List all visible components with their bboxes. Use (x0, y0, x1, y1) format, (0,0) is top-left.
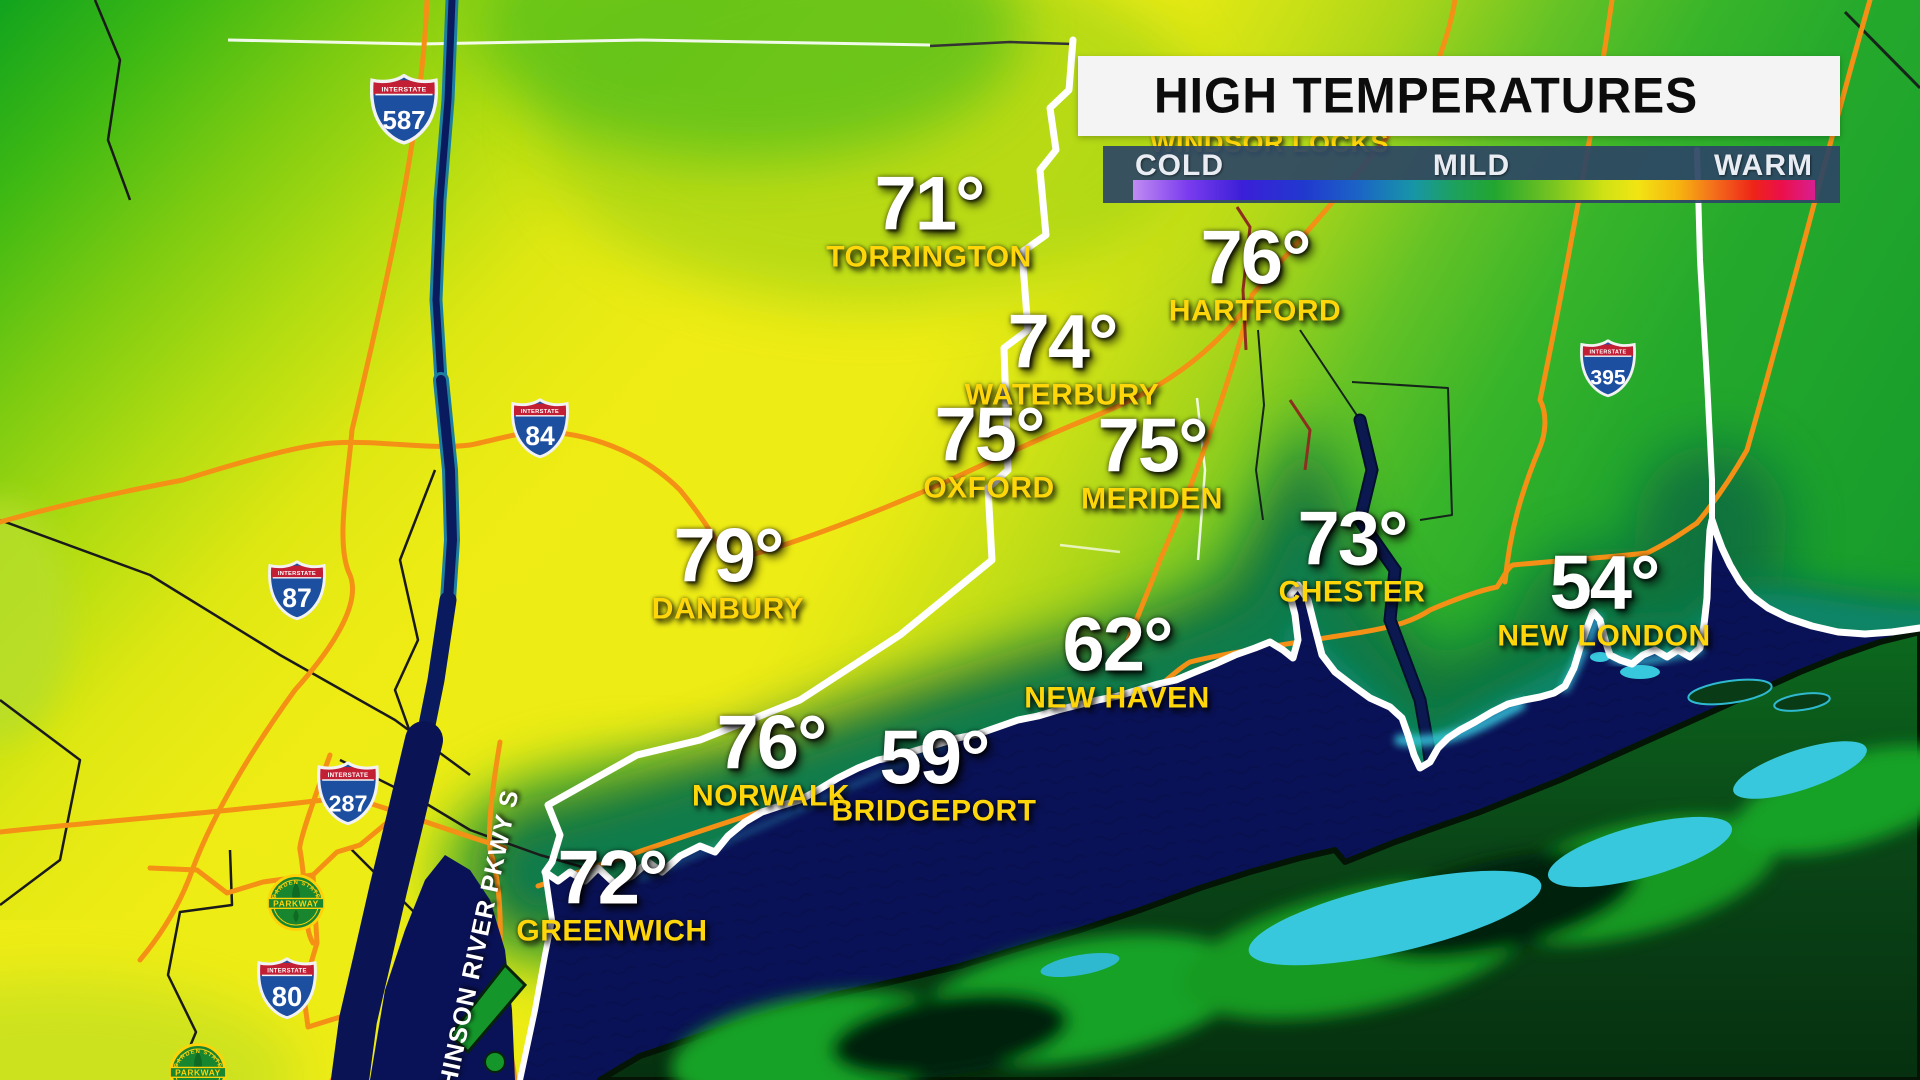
parkway-shield: GARDEN STATE PARKWAY (267, 874, 325, 937)
interstate-shield-icon: INTERSTATE 287 (317, 760, 379, 826)
islands-layer (447, 652, 1831, 1073)
temperature-value: 76° (716, 700, 828, 786)
city-name: TORRINGTON (826, 240, 1032, 274)
temperature-value: 59° (879, 715, 991, 801)
temperature-value: 76° (1200, 215, 1312, 301)
legend-title-text: HIGH TEMPERATURES (1154, 68, 1699, 124)
interstate-shield-icon: INTERSTATE 80 (257, 956, 317, 1020)
legend-label-mild: MILD (1432, 149, 1511, 182)
station-label-new-london: 54° NEW LONDON (1497, 540, 1711, 654)
station-label-new-haven: 62° NEW HAVEN (1024, 602, 1210, 716)
station-label-danbury: 79° DANBURY (651, 513, 805, 627)
station-label-meriden: 75° MERIDEN (1081, 403, 1223, 517)
river-layer (331, 0, 1437, 1080)
interstate-shield-icon: INTERSTATE 395 (1580, 338, 1636, 398)
interstate-shield-icon: INTERSTATE 87 (268, 559, 326, 621)
svg-text:INTERSTATE: INTERSTATE (381, 86, 426, 93)
interstate-shield-80: INTERSTATE 80 (257, 956, 317, 1025)
city-name: CHESTER (1278, 575, 1426, 609)
temperature-value: 75° (934, 392, 1046, 478)
legend-label-cold: COLD (1135, 149, 1224, 182)
temperature-value: 74° (1007, 299, 1119, 385)
temperature-value: 72° (557, 835, 669, 921)
station-label-waterbury: 74° WATERBURY (964, 299, 1160, 413)
station-label-torrington: 71° TORRINGTON (826, 161, 1032, 275)
interstate-shield-587: INTERSTATE 587 (369, 73, 439, 150)
city-name: DANBURY (651, 592, 805, 626)
city-name: NEW HAVEN (1024, 681, 1210, 715)
svg-text:INTERSTATE: INTERSTATE (267, 969, 306, 975)
temperature-value: 75° (1097, 403, 1209, 489)
station-label-oxford: 75° OXFORD (923, 392, 1055, 506)
interstate-shield-icon: INTERSTATE 587 (369, 73, 439, 145)
legend-label-warm: WARM (1714, 149, 1813, 182)
state-border-layer (517, 36, 1920, 1080)
city-name: MERIDEN (1081, 482, 1223, 516)
city-name: GREENWICH (516, 914, 708, 948)
svg-text:INTERSTATE: INTERSTATE (521, 409, 559, 415)
city-name: BRIDGEPORT (831, 794, 1037, 828)
temperature-value: 54° (1549, 540, 1661, 626)
svg-text:395: 395 (1590, 367, 1626, 390)
svg-text:87: 87 (282, 583, 312, 613)
interstate-shield-287: INTERSTATE 287 (317, 760, 379, 831)
minor-roads-layer (1235, 206, 1312, 471)
temperature-color-scale (1133, 180, 1815, 200)
interstate-shield-icon: INTERSTATE 84 (511, 397, 569, 459)
interstate-shield-395: INTERSTATE 395 (1580, 338, 1636, 403)
city-name: WATERBURY (964, 378, 1160, 412)
legend-title-box: HIGH TEMPERATURES (1078, 56, 1840, 136)
svg-text:84: 84 (525, 421, 555, 451)
city-name: HARTFORD (1168, 294, 1342, 328)
temperature-value: 71° (874, 161, 986, 247)
svg-text:INTERSTATE: INTERSTATE (278, 571, 316, 577)
svg-text:INTERSTATE: INTERSTATE (328, 772, 369, 779)
svg-text:287: 287 (328, 790, 367, 816)
city-name: NEW LONDON (1497, 619, 1711, 653)
temperature-value: 79° (673, 513, 785, 599)
station-label-bridgeport: 59° BRIDGEPORT (831, 715, 1037, 829)
station-label-chester: 73° CHESTER (1278, 496, 1426, 610)
svg-text:587: 587 (382, 107, 425, 135)
svg-text:PARKWAY: PARKWAY (273, 898, 319, 908)
legend-scale-labels: COLD MILD WARM (1103, 149, 1840, 182)
long-island-layer (597, 629, 1920, 1080)
city-name: NORWALK (692, 779, 850, 813)
parkway-shield-icon: GARDEN STATE PARKWAY (267, 874, 325, 931)
interstate-shield-87: INTERSTATE 87 (268, 559, 326, 626)
station-label-hartford: 76° HARTFORD (1168, 215, 1342, 329)
temperature-value: 62° (1062, 602, 1174, 688)
interstate-shield-84: INTERSTATE 84 (511, 397, 569, 464)
parkway-shield-icon: GARDEN STATE PARKWAY (169, 1043, 227, 1080)
svg-text:PARKWAY: PARKWAY (175, 1067, 221, 1077)
temperature-value: 73° (1297, 496, 1409, 582)
svg-text:80: 80 (272, 981, 302, 1012)
station-label-norwalk: 76° NORWALK (692, 700, 850, 814)
svg-text:INTERSTATE: INTERSTATE (1590, 350, 1627, 356)
station-label-greenwich: 72° GREENWICH (516, 835, 708, 949)
legend-scale-panel: COLD MILD WARM (1103, 146, 1840, 203)
parkway-shield: GARDEN STATE PARKWAY (169, 1043, 227, 1080)
city-name: OXFORD (923, 471, 1055, 505)
